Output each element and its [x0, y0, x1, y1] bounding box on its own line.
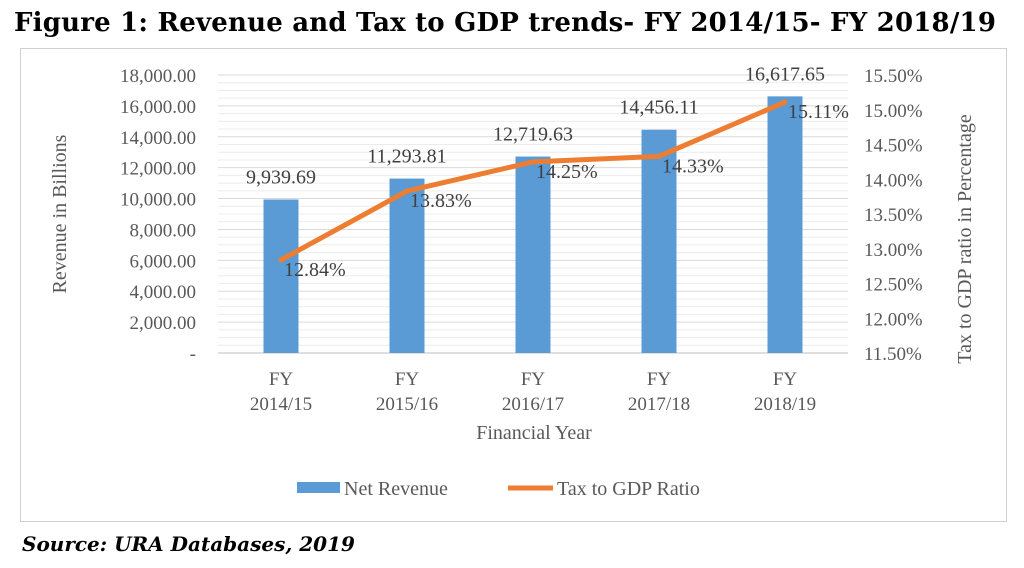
y-tick-label: 14,000.00: [120, 128, 196, 149]
y-tick-label: 12,000.00: [120, 159, 196, 180]
legend-label-tax-gdp: Tax to GDP Ratio: [557, 478, 700, 500]
bar-net-revenue: [263, 199, 299, 353]
y2-tick-label: 13.00%: [864, 240, 923, 261]
data-labels: 9,939.69 11,293.81 12,719.63 14,456.11 16,61…: [246, 63, 849, 281]
y-tick-label: -: [190, 344, 196, 365]
bar-net-revenue: [515, 156, 551, 353]
line-data-label: 13.83%: [410, 190, 472, 212]
x-tick-label: 2015/16: [376, 394, 438, 415]
x-tick-label: FY: [773, 369, 798, 390]
y-tick-label: 2,000.00: [130, 313, 197, 334]
bar-net-revenue: [389, 178, 425, 353]
source-note: Source: URA Databases, 2019: [22, 532, 355, 556]
y2-tick-label: 14.00%: [864, 170, 923, 191]
bar-data-label: 14,456.11: [619, 97, 698, 119]
tax-gdp-point: [656, 153, 662, 159]
x-tick-label: 2016/17: [502, 394, 564, 415]
bar-data-label: 11,293.81: [367, 146, 446, 168]
line-data-label: 14.25%: [536, 161, 598, 183]
x-tick-label: 2018/19: [754, 394, 816, 415]
line-data-label: 14.33%: [662, 155, 724, 177]
x-tick-label: FY: [269, 369, 294, 390]
tax-gdp-point: [404, 188, 410, 194]
x-tick-label: 2014/15: [250, 394, 312, 415]
legend-label-net-revenue: Net Revenue: [344, 478, 448, 500]
bar-series: [263, 96, 803, 354]
line-series: [278, 99, 788, 263]
y-tick-label: 16,000.00: [120, 97, 196, 118]
figure-title: Figure 1: Revenue and Tax to GDP trends-…: [14, 8, 997, 38]
x-tick-label: FY: [395, 369, 420, 390]
x-tick-label: 2017/18: [628, 394, 690, 415]
y2-tick-label: 14.50%: [864, 136, 923, 157]
x-tick-label: FY: [521, 369, 546, 390]
line-data-label: 12.84%: [284, 259, 346, 281]
y2-tick-label: 12.50%: [864, 275, 923, 296]
bar-data-label: 9,939.69: [246, 166, 316, 188]
bar-data-label: 12,719.63: [493, 124, 573, 146]
y2-tick-label: 12.00%: [864, 309, 923, 330]
tax-gdp-point: [278, 257, 284, 263]
chart-area: 9,939.69 11,293.81 12,719.63 14,456.11 16,61…: [20, 48, 1007, 522]
legend: Net Revenue Tax to GDP Ratio: [297, 478, 700, 500]
y-tick-label: 10,000.00: [120, 190, 196, 211]
line-data-label: 15.11%: [788, 101, 849, 123]
y-tick-label: 6,000.00: [130, 251, 197, 272]
revenue-tax-chart: 9,939.69 11,293.81 12,719.63 14,456.11 16,61…: [49, 63, 976, 500]
tax-gdp-point: [782, 99, 788, 105]
y2-tick-label: 11.50%: [864, 344, 922, 365]
y2-tick-label: 15.50%: [864, 66, 923, 87]
y2-tick-label: 15.00%: [864, 101, 923, 122]
legend-swatch-net-revenue: [297, 482, 340, 493]
axis-ticks: - 2,000.00 4,000.00 6,000.00 8,000.00 10,000.…: [120, 66, 923, 415]
y2-tick-label: 13.50%: [864, 205, 923, 226]
y-tick-label: 4,000.00: [130, 282, 197, 303]
y-tick-label: 18,000.00: [120, 66, 196, 87]
bar-data-label: 16,617.65: [745, 63, 825, 85]
y-axis-title: Revenue in Billions: [49, 134, 71, 293]
bar-net-revenue: [641, 129, 677, 353]
y-tick-label: 8,000.00: [130, 220, 197, 241]
y2-axis-title: Tax to GDP ratio in Percentage: [954, 114, 976, 364]
bar-net-revenue: [767, 96, 803, 354]
x-axis-title: Financial Year: [476, 422, 592, 444]
tax-gdp-point: [530, 159, 536, 165]
x-tick-label: FY: [647, 369, 672, 390]
